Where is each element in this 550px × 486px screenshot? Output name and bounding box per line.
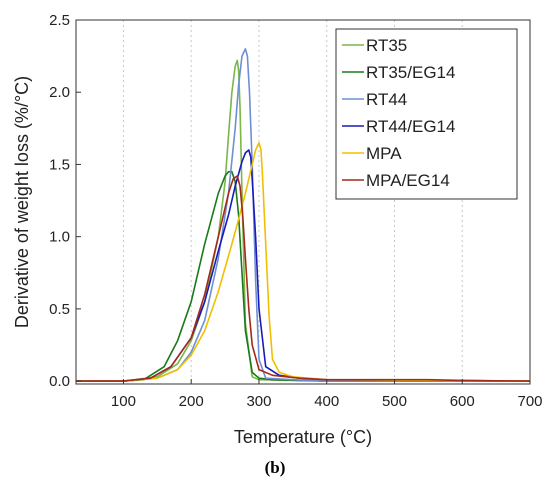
legend-box bbox=[335, 28, 518, 200]
x-tick-label: 200 bbox=[179, 393, 204, 410]
y-tick-label: 2.0 bbox=[49, 84, 70, 101]
panel-label: (b) bbox=[264, 458, 286, 477]
y-tick-label: 0.5 bbox=[49, 301, 70, 318]
legend-label: RT35/EG14 bbox=[366, 63, 455, 82]
legend: RT35 RT35/EG14 RT44 RT44/EG14 MPA MPA/EG14 bbox=[335, 28, 518, 200]
axis-ticks: 100 200 300 400 500 600 700 0.0 0.5 1.0 1.5 2.0 2.5 bbox=[49, 12, 542, 410]
x-tick-label: 300 bbox=[246, 393, 271, 410]
legend-label: RT44 bbox=[366, 90, 407, 109]
x-tick-label: 400 bbox=[314, 393, 339, 410]
legend-label: RT35 bbox=[366, 36, 407, 55]
legend-label: MPA bbox=[366, 144, 402, 163]
y-tick-label: 0.0 bbox=[49, 373, 70, 390]
legend-label: RT44/EG14 bbox=[366, 117, 455, 136]
y-tick-label: 2.5 bbox=[49, 12, 70, 29]
series-line-4 bbox=[76, 142, 531, 382]
x-axis-title: Temperature (°C) bbox=[234, 427, 372, 447]
legend-label: MPA/EG14 bbox=[366, 171, 450, 190]
x-tick-label: 500 bbox=[382, 393, 407, 410]
x-tick-label: 700 bbox=[517, 393, 542, 410]
plot-frame bbox=[75, 19, 531, 385]
x-tick-label: 600 bbox=[450, 393, 475, 410]
y-axis-title: Derivative of weight loss (%/°C) bbox=[12, 76, 32, 328]
series-line-5 bbox=[76, 175, 531, 382]
series-line-1 bbox=[76, 170, 530, 382]
x-tick-label: 100 bbox=[111, 393, 136, 410]
y-tick-label: 1.0 bbox=[49, 229, 70, 246]
series-lines bbox=[76, 48, 531, 382]
series-line-0 bbox=[76, 59, 530, 382]
y-tick-label: 1.5 bbox=[49, 156, 70, 173]
